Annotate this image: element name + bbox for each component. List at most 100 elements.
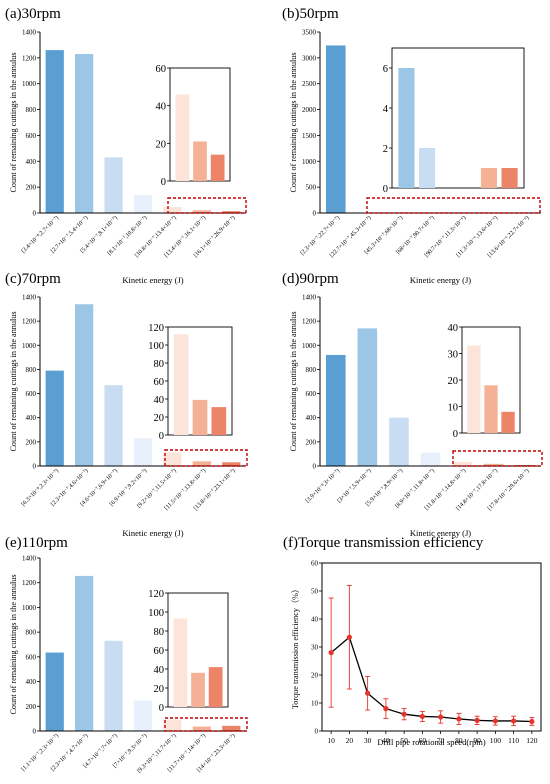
inset-bar [191, 672, 205, 707]
inset-bar [175, 94, 190, 181]
y-tick-label: 2500 [302, 80, 317, 88]
inset-y-tick-label: 6 [383, 64, 388, 75]
y-tick-label: 400 [26, 158, 37, 166]
y-tick-label: 40 [311, 616, 319, 624]
y-axis-label: Count of remaining cuttings in the annul… [9, 311, 18, 451]
bar [133, 194, 153, 213]
x-axis-label: Kinetic energy (J) [410, 275, 471, 285]
inset-y-tick-label: 40 [448, 323, 459, 334]
inset-bar [173, 618, 188, 707]
x-axis-label: Kinetic energy (J) [122, 528, 183, 538]
bar [192, 210, 211, 213]
inset-y-tick-label: 20 [154, 413, 165, 424]
bar [133, 700, 153, 731]
bar [452, 462, 472, 466]
inset-y-tick-label: 60 [156, 64, 167, 75]
inset-y-tick-label: 40 [156, 102, 167, 113]
inset-y-tick-label: 120 [148, 323, 164, 334]
inset-y-tick-label: 20 [154, 684, 165, 695]
y-tick-label: 200 [26, 438, 37, 446]
bar [133, 438, 153, 466]
inset-y-tick-label: 60 [154, 646, 165, 657]
inset-bar [419, 148, 436, 188]
bar [389, 417, 409, 466]
inset-bar [193, 141, 207, 181]
bar [222, 211, 241, 213]
bar [192, 726, 211, 731]
bar [420, 452, 441, 466]
inset-bar [173, 334, 189, 435]
y-tick-label: 0 [313, 210, 317, 218]
x-tick-label: 90 [473, 736, 481, 745]
inset-chart: 0 20 40 60 80 100 120 [148, 323, 233, 442]
data-point [511, 718, 517, 724]
data-point [419, 713, 425, 720]
y-tick-label: 200 [306, 438, 317, 446]
bar [75, 53, 94, 213]
x-tick-label: [3.9×10⁻⁸,3×10⁻⁷) [304, 467, 341, 504]
inset-y-tick-label: 4 [383, 104, 389, 115]
zoom-highlight-box [366, 197, 541, 214]
y-tick-label: 3500 [302, 29, 317, 37]
y-tick-label: 1200 [302, 318, 317, 326]
inset-y-tick-label: 20 [448, 376, 459, 387]
bar [222, 462, 241, 466]
data-point [328, 650, 334, 656]
bar [163, 452, 182, 466]
y-tick-label: 1000 [22, 604, 37, 612]
x-tick-label: 70 [437, 736, 445, 745]
x-tick-label: 120 [526, 736, 538, 745]
inset-bar [210, 154, 225, 181]
inset-y-tick-label: 100 [148, 341, 164, 352]
y-tick-label: 1000 [302, 342, 317, 350]
inset-chart: 0 10 20 30 40 [448, 323, 521, 440]
bar [45, 652, 64, 731]
bar [104, 640, 123, 731]
inset-y-tick-label: 20 [156, 139, 167, 150]
chart-title: (b)50rpm [282, 6, 339, 22]
y-tick-label: 1400 [22, 294, 37, 302]
zoom-highlight-box [452, 450, 543, 467]
y-tick-label: 1000 [302, 158, 317, 166]
inset-y-tick-label: 0 [159, 431, 164, 442]
bar [104, 385, 123, 466]
chart-panel-6: (f)Torque transmission efficiency 0 10 20 30… [283, 535, 542, 747]
x-axis-label: Drill pipe rotational speed(rpm) [377, 737, 486, 747]
y-tick-label: 60 [311, 560, 319, 568]
y-tick-label: 0 [33, 463, 37, 471]
data-point [383, 706, 389, 712]
chart-title: (e)110rpm [5, 535, 68, 551]
inset-y-tick-label: 0 [161, 177, 166, 188]
x-axis-label: Kinetic energy (J) [410, 528, 471, 538]
y-tick-label: 800 [26, 629, 37, 637]
data-point [456, 716, 462, 722]
inset-bar [208, 667, 223, 707]
y-tick-label: 50 [311, 588, 319, 596]
inset-chart: 0 2 4 6 [383, 47, 525, 195]
y-tick-label: 400 [26, 678, 37, 686]
y-tick-label: 200 [26, 184, 37, 192]
y-tick-label: 600 [26, 390, 37, 398]
chart-title: (c)70rpm [5, 271, 61, 287]
series-line [330, 636, 532, 723]
x-tick-label: [3×10⁻⁷,5.9×10⁻⁷) [336, 467, 373, 504]
inset-bar [501, 168, 518, 188]
bar [45, 370, 64, 466]
y-tick-label: 1400 [302, 294, 317, 302]
inset-y-tick-label: 10 [448, 403, 459, 414]
x-tick-label: 110 [508, 736, 519, 745]
x-tick-label: 100 [490, 736, 502, 745]
x-tick-label: 60 [419, 736, 427, 745]
x-axis-label: Kinetic energy (J) [122, 275, 183, 285]
bar [45, 50, 64, 213]
inset-y-tick-label: 2 [383, 144, 388, 155]
y-tick-label: 400 [306, 414, 317, 422]
inset-y-tick-label: 120 [148, 589, 164, 600]
y-tick-label: 1000 [22, 342, 37, 350]
chart-panel-2: (b)50rpm 0 500 1000 1500 2000 2500 3000 3500 Coun… [282, 6, 541, 285]
inset-y-tick-label: 40 [154, 395, 165, 406]
y-tick-label: 3000 [302, 54, 317, 62]
